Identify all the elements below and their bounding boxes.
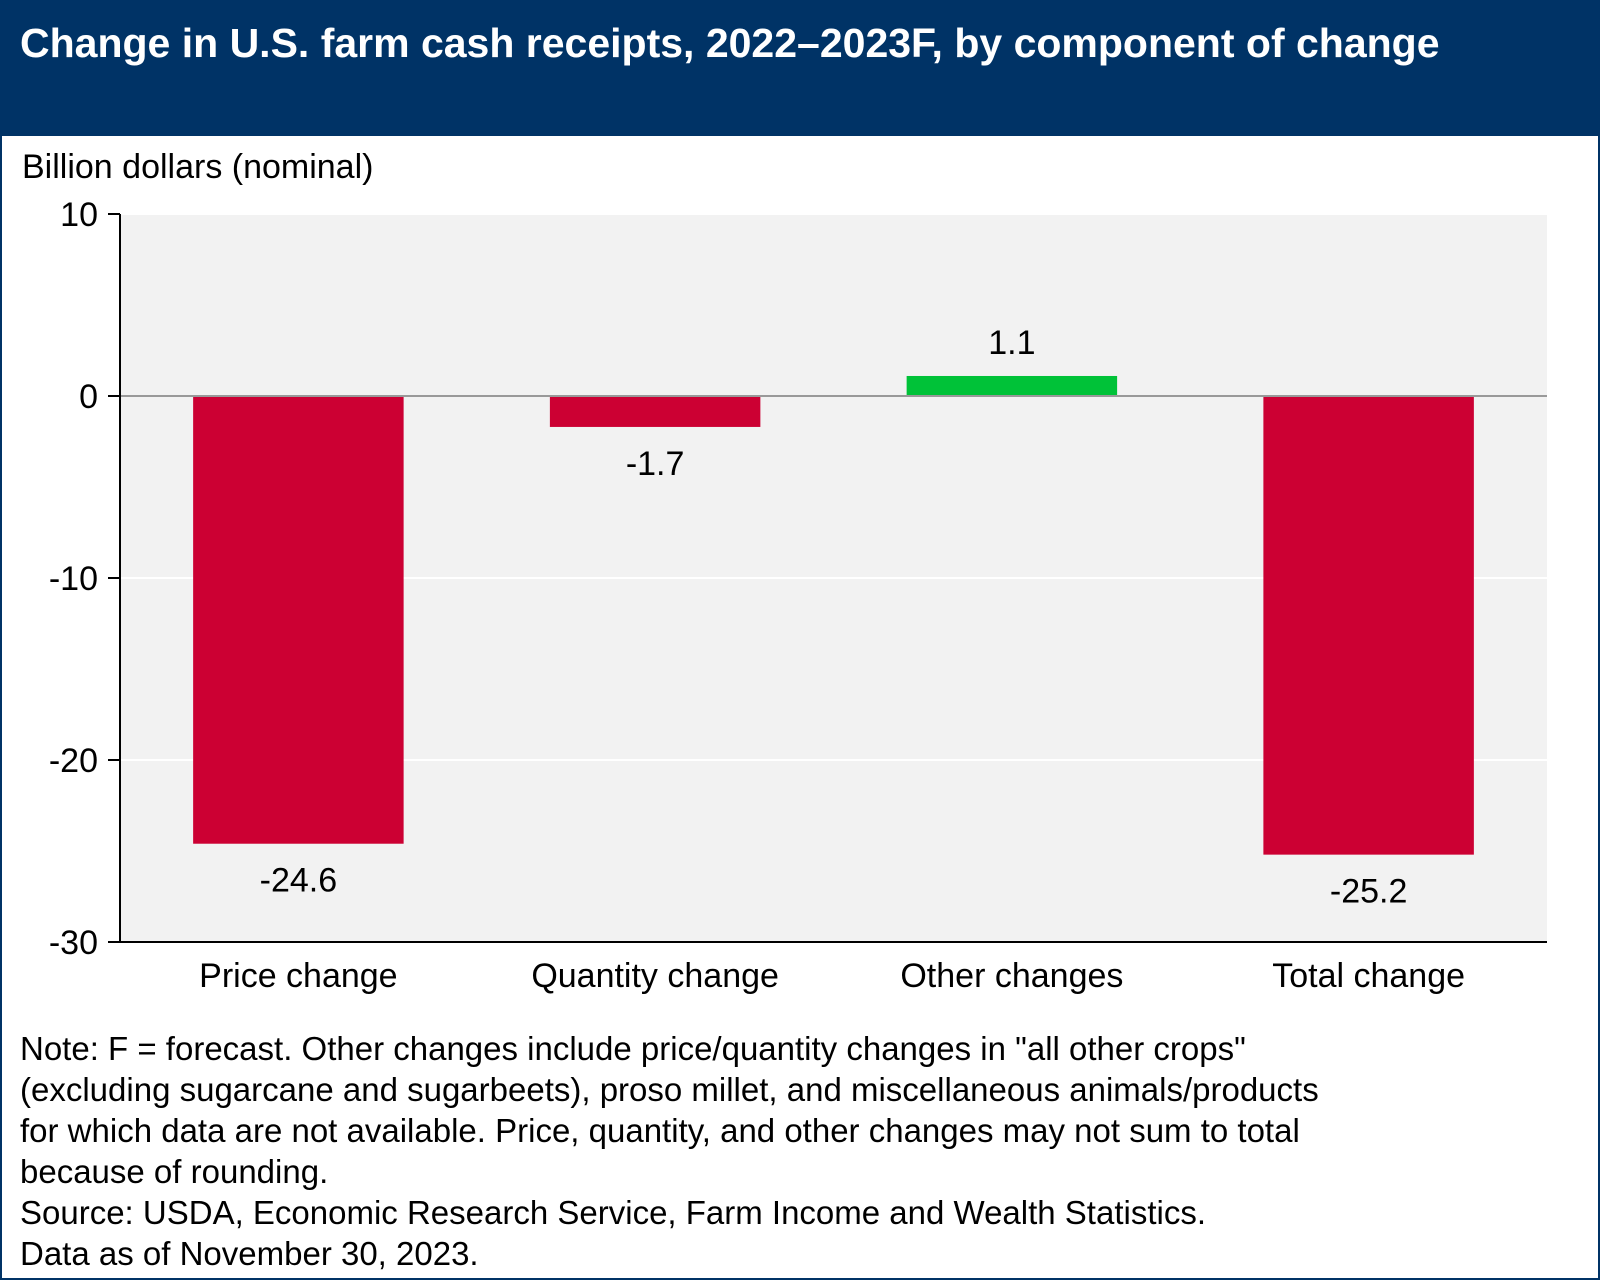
note-line: because of rounding. [20, 1153, 329, 1190]
source-line: Source: USDA, Economic Research Service,… [20, 1194, 1207, 1231]
note-line: Note: F = forecast. Other changes includ… [20, 1030, 1246, 1067]
data-label: -1.7 [626, 445, 685, 483]
chart-title: Change in U.S. farm cash receipts, 2022–… [20, 20, 1440, 66]
x-tick-label: Quantity change [531, 957, 779, 995]
x-tick-label: Price change [199, 957, 397, 995]
data-date-line: Data as of November 30, 2023. [20, 1235, 479, 1272]
note-line: (excluding sugarcane and sugarbeets), pr… [20, 1071, 1319, 1108]
bar [906, 375, 1118, 396]
y-tick-label: 10 [60, 196, 98, 234]
note-line: for which data are not available. Price,… [20, 1112, 1300, 1149]
x-tick-label: Other changes [900, 957, 1123, 995]
y-tick-label: -30 [49, 924, 98, 962]
bar [1263, 396, 1474, 855]
y-tick-label: -10 [49, 560, 98, 598]
bar [549, 396, 761, 427]
y-tick-label: -20 [49, 742, 98, 780]
data-label: -24.6 [260, 862, 338, 900]
y-axis-label: Billion dollars (nominal) [22, 148, 374, 186]
data-label: 1.1 [988, 324, 1035, 362]
chart-notes: Note: F = forecast. Other changes includ… [20, 1028, 1580, 1274]
bar [193, 396, 404, 844]
data-label: -25.2 [1330, 873, 1408, 911]
title-bar: Change in U.S. farm cash receipts, 2022–… [2, 2, 1598, 136]
y-tick-label: 0 [79, 378, 98, 416]
bar-chart: -24.6 Price change -1.7 Quantity change 1.1 O… [49, 196, 1547, 995]
x-tick-label: Total change [1272, 957, 1465, 995]
